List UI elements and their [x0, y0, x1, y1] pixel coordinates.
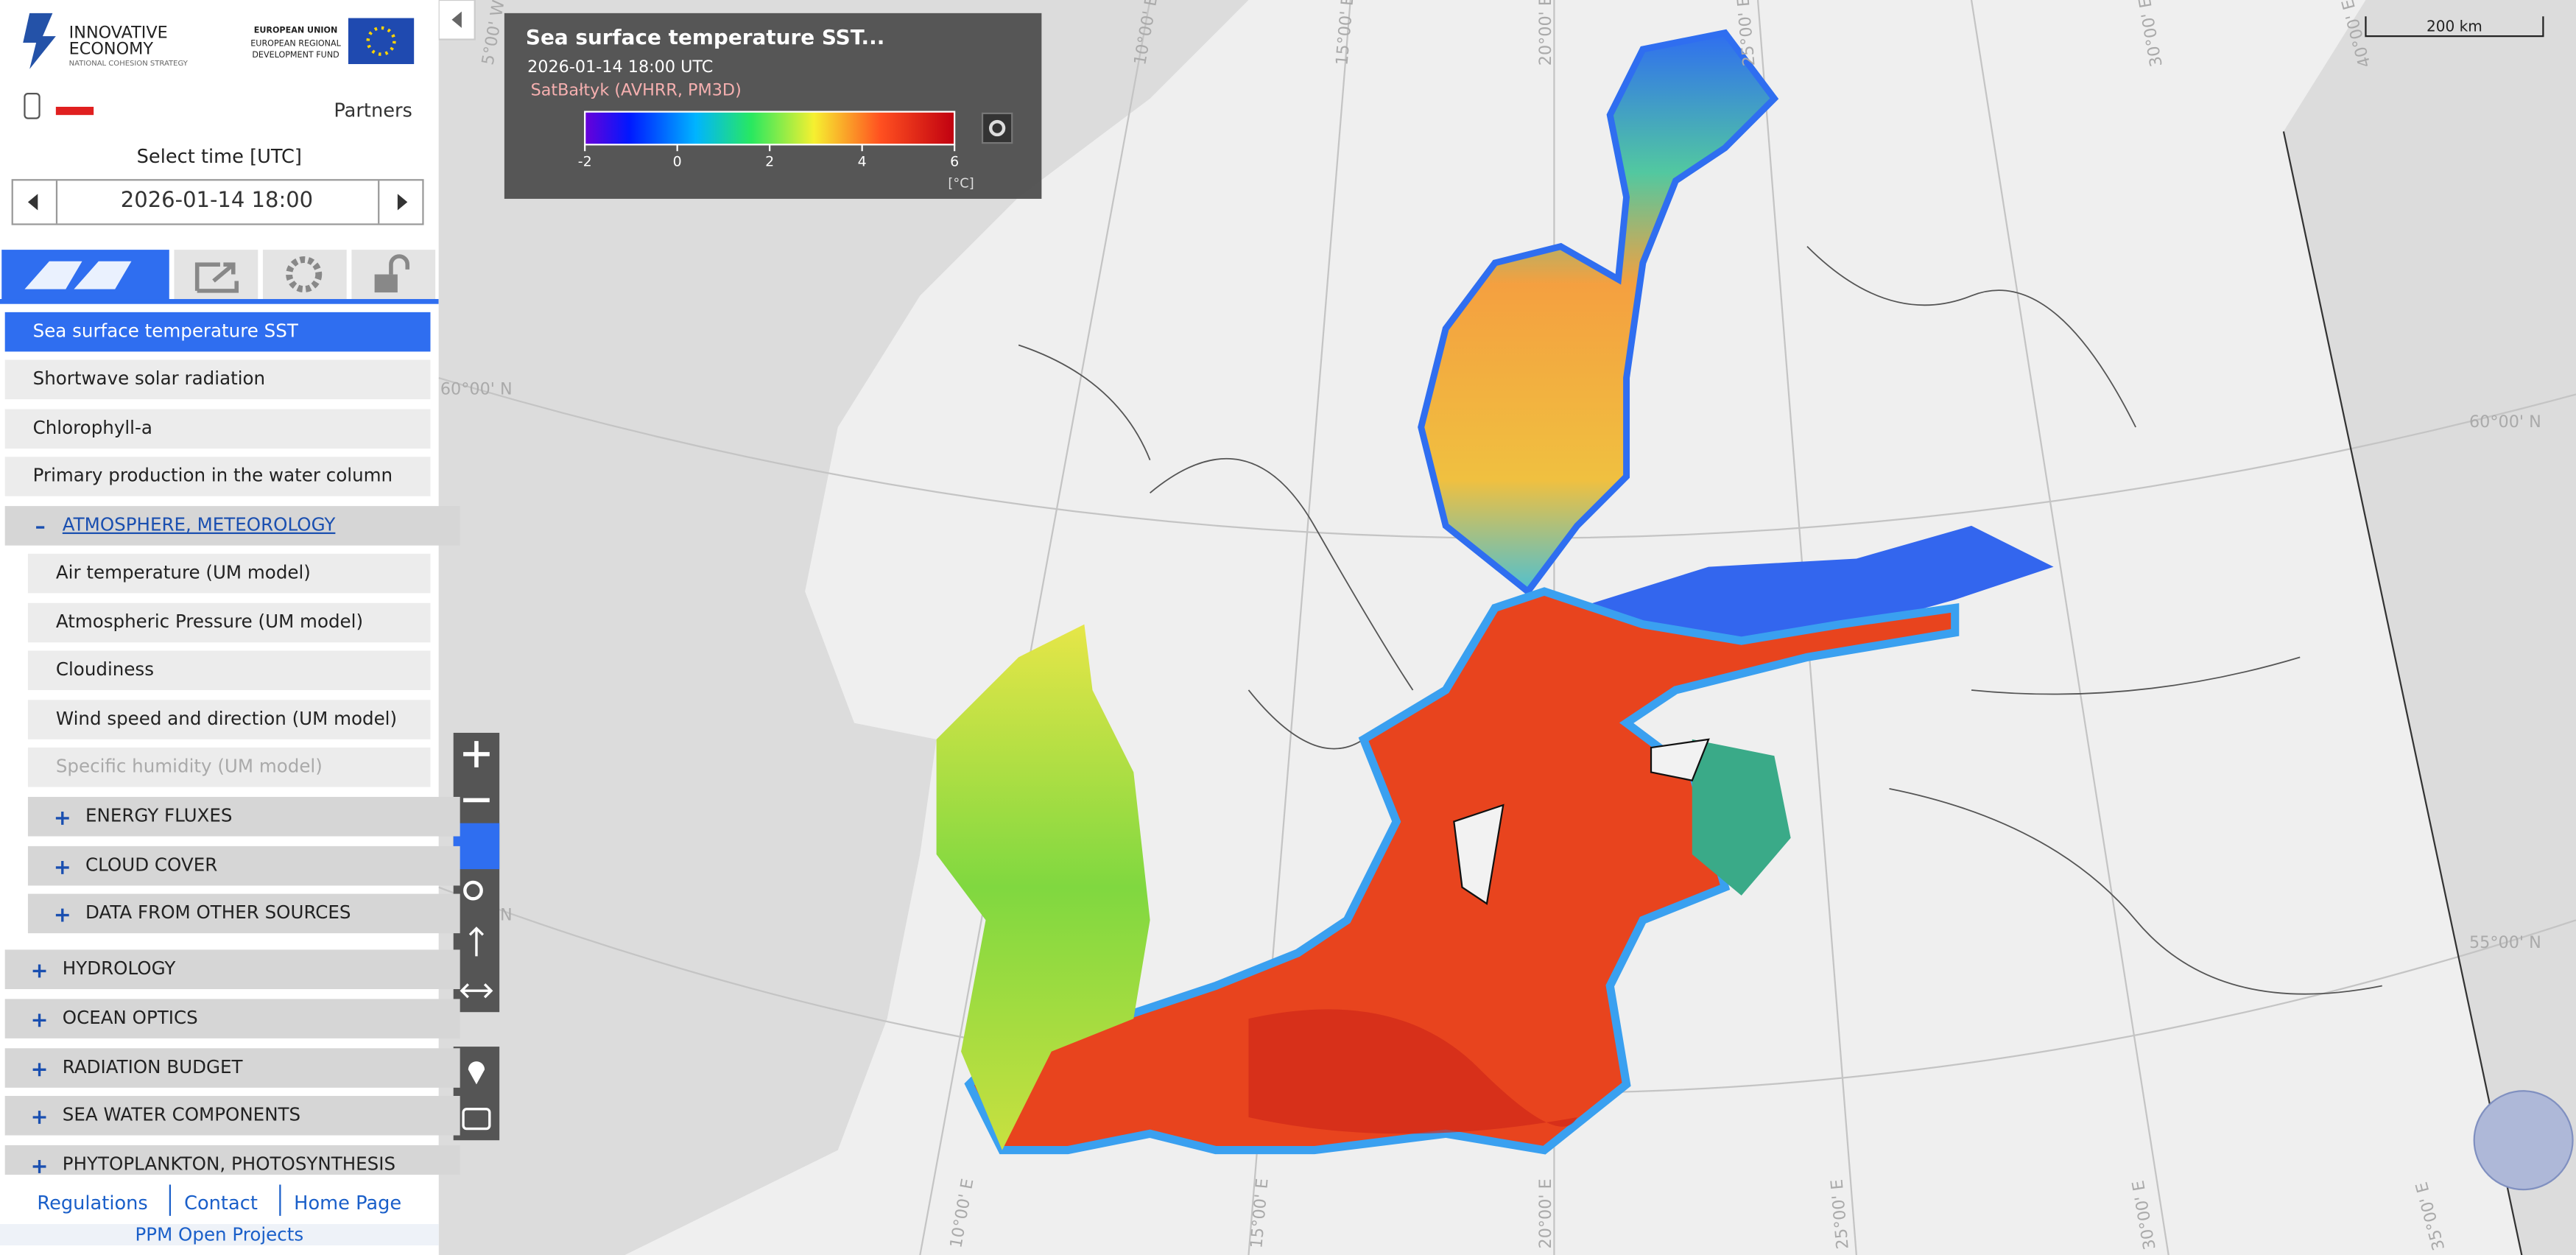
menu-group[interactable]: HYDROLOGY [4, 949, 460, 989]
menu-group[interactable]: CLOUD COVER [27, 846, 460, 886]
grid-label: 60°00' N [440, 379, 513, 398]
menu-group[interactable]: SEA WATER COMPONENTS [4, 1095, 460, 1136]
footer-credit[interactable]: PPM Open Projects [0, 1223, 439, 1245]
menu-group[interactable]: RADIATION BUDGET [4, 1048, 460, 1088]
legend-time: 2026-01-14 18:00 UTC [527, 57, 713, 77]
next-time-button[interactable] [378, 180, 422, 224]
grid-label: 20°00' E [1536, 0, 1555, 66]
menu-group-label: DATA FROM OTHER SOURCES [85, 901, 351, 924]
menu-group[interactable]: PHYTOPLANKTON, PHOTOSYNTHESIS [4, 1145, 460, 1175]
pan-button[interactable] [453, 823, 500, 870]
menu-item[interactable]: Cloudiness [27, 650, 431, 690]
menu-item[interactable]: Primary production in the water column [4, 457, 431, 496]
footer-link[interactable]: Contact [184, 1191, 258, 1214]
grid-label: 60°00' N [2469, 412, 2541, 432]
time-value[interactable]: 2026-01-14 18:00 [120, 189, 314, 214]
logo-subtitle: NATIONAL COHESION STRATEGY [69, 60, 189, 68]
legend-source: SatBałtyk (AVHRR, PM3D) [531, 80, 742, 99]
colorbar-tick-label: 6 [950, 153, 959, 169]
menu-group[interactable]: ENERGY FLUXES [27, 796, 460, 837]
menu-item[interactable]: Shortwave solar radiation [4, 359, 431, 400]
tabs [0, 250, 439, 304]
colorbar [584, 110, 956, 146]
menu-group-label: SEA WATER COMPONENTS [62, 1104, 301, 1126]
toolbar [453, 1047, 500, 1141]
gear-icon [988, 119, 1006, 137]
scale-bar: 200 km [2365, 16, 2544, 38]
toolbar [453, 732, 500, 1013]
export-tab[interactable] [174, 250, 258, 301]
menu-group-label: ATMOSPHERE, METEOROLOGY [62, 514, 336, 536]
vertical-button[interactable] [468, 927, 485, 957]
eu-text: EUROPEAN UNION [254, 26, 338, 35]
menu-group-label: RADIATION BUDGET [62, 1056, 243, 1078]
map-tools [453, 732, 500, 1141]
menu-group-label: PHYTOPLANKTON, PHOTOSYNTHESIS [62, 1153, 396, 1175]
language-switch[interactable] [23, 92, 99, 122]
logos: INNOVATIVE ECONOMY NATIONAL COHESION STR… [23, 13, 415, 69]
colorbar-tick-label: 4 [858, 153, 867, 169]
legend-unit: [°C] [948, 175, 974, 191]
colorbar-tick-label: -2 [578, 153, 592, 169]
menu-group-label: HYDROLOGY [62, 957, 176, 980]
colorbar-tick-label: 0 [673, 153, 682, 169]
scale-label: 200 km [2427, 17, 2482, 35]
menu-item[interactable]: Atmospheric Pressure (UM model) [27, 602, 431, 643]
prev-time-button[interactable] [13, 180, 58, 224]
marker-button[interactable] [468, 1061, 485, 1085]
menu-item[interactable]: Wind speed and direction (UM model) [27, 700, 431, 739]
menu-item[interactable]: Sea surface temperature SST [4, 312, 431, 352]
eu-text: DEVELOPMENT FUND [252, 50, 339, 60]
horizontal-button[interactable] [460, 983, 493, 999]
time-label: Select time [UTC] [136, 144, 302, 168]
satbaltyk-logo [2473, 1090, 2574, 1191]
menu-item[interactable]: Chlorophyll-a [4, 409, 431, 449]
screenshot-button[interactable] [462, 1108, 491, 1131]
logo-text: ECONOMY [69, 40, 154, 59]
menu-group[interactable]: DATA FROM OTHER SOURCES [27, 893, 460, 934]
legend: Sea surface temperature SST... 2026-01-1… [504, 13, 1042, 199]
menu-group[interactable]: OCEAN OPTICS [4, 999, 460, 1038]
footer: Regulations Contact Home Page PPM Open P… [0, 1175, 439, 1255]
sidebar: INNOVATIVE ECONOMY NATIONAL COHESION STR… [0, 0, 460, 1255]
zoom-in-button[interactable] [463, 741, 490, 767]
eu-text: EUROPEAN REGIONAL [250, 38, 341, 48]
menu-group-label: CLOUD COVER [85, 854, 218, 876]
colorbar-tick-label: 2 [765, 153, 774, 169]
zoom-box-button[interactable] [463, 880, 483, 901]
menu-group[interactable]: ATMOSPHERE, METEOROLOGY [4, 506, 460, 546]
menu-item[interactable]: Air temperature (UM model) [27, 553, 431, 594]
menu-item: Specific humidity (UM model) [27, 748, 431, 787]
legend-settings-button[interactable] [981, 112, 1013, 144]
menu-group-label: ENERGY FLUXES [85, 805, 233, 827]
footer-link[interactable]: Regulations [37, 1191, 148, 1214]
legend-title: Sea surface temperature SST... [526, 25, 884, 49]
grid-label: 20°00' E [1536, 1178, 1555, 1248]
grid-label: 55°00' N [2469, 933, 2541, 952]
menu-group-label: OCEAN OPTICS [62, 1007, 198, 1029]
layers-tab[interactable] [1, 250, 169, 301]
partners-link[interactable]: Partners [334, 98, 412, 122]
time-picker: 2026-01-14 18:00 [11, 179, 424, 225]
logo-text: INNOVATIVE [69, 23, 168, 42]
footer-link[interactable]: Home Page [294, 1191, 402, 1214]
